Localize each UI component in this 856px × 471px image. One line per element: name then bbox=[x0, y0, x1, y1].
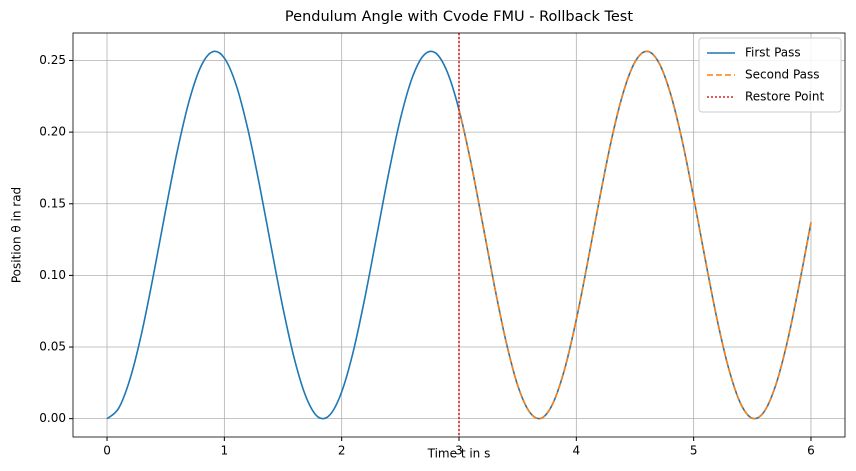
legend-label: Second Pass bbox=[745, 68, 820, 82]
x-tick-label: 2 bbox=[338, 444, 346, 458]
legend-label: First Pass bbox=[745, 46, 801, 60]
y-tick-label: 0.05 bbox=[39, 340, 66, 354]
legend-label: Restore Point bbox=[745, 90, 824, 104]
x-tick-label: 3 bbox=[455, 444, 463, 458]
line-series bbox=[458, 50, 812, 420]
y-tick-label: 0.25 bbox=[39, 53, 66, 67]
y-axis-label: Position θ in rad bbox=[10, 187, 24, 283]
x-tick-label: 1 bbox=[221, 444, 229, 458]
y-tick-label: 0.10 bbox=[39, 268, 66, 282]
x-axis-label: Time t in s bbox=[427, 447, 491, 461]
legend: First Pass Second Pass Restore Point bbox=[698, 37, 842, 113]
chart-title: Pendulum Angle with Cvode FMU - Rollback… bbox=[285, 9, 633, 25]
y-tick-label: 0.00 bbox=[39, 411, 66, 425]
x-tick-label: 0 bbox=[103, 444, 111, 458]
y-tick-label: 0.15 bbox=[39, 196, 66, 210]
plot-frame bbox=[72, 32, 846, 438]
x-tick-label: 6 bbox=[807, 444, 815, 458]
x-tick-label: 4 bbox=[573, 444, 581, 458]
y-tick-label: 0.20 bbox=[39, 125, 66, 139]
legend-box bbox=[698, 37, 842, 113]
x-tick-label: 5 bbox=[690, 444, 698, 458]
